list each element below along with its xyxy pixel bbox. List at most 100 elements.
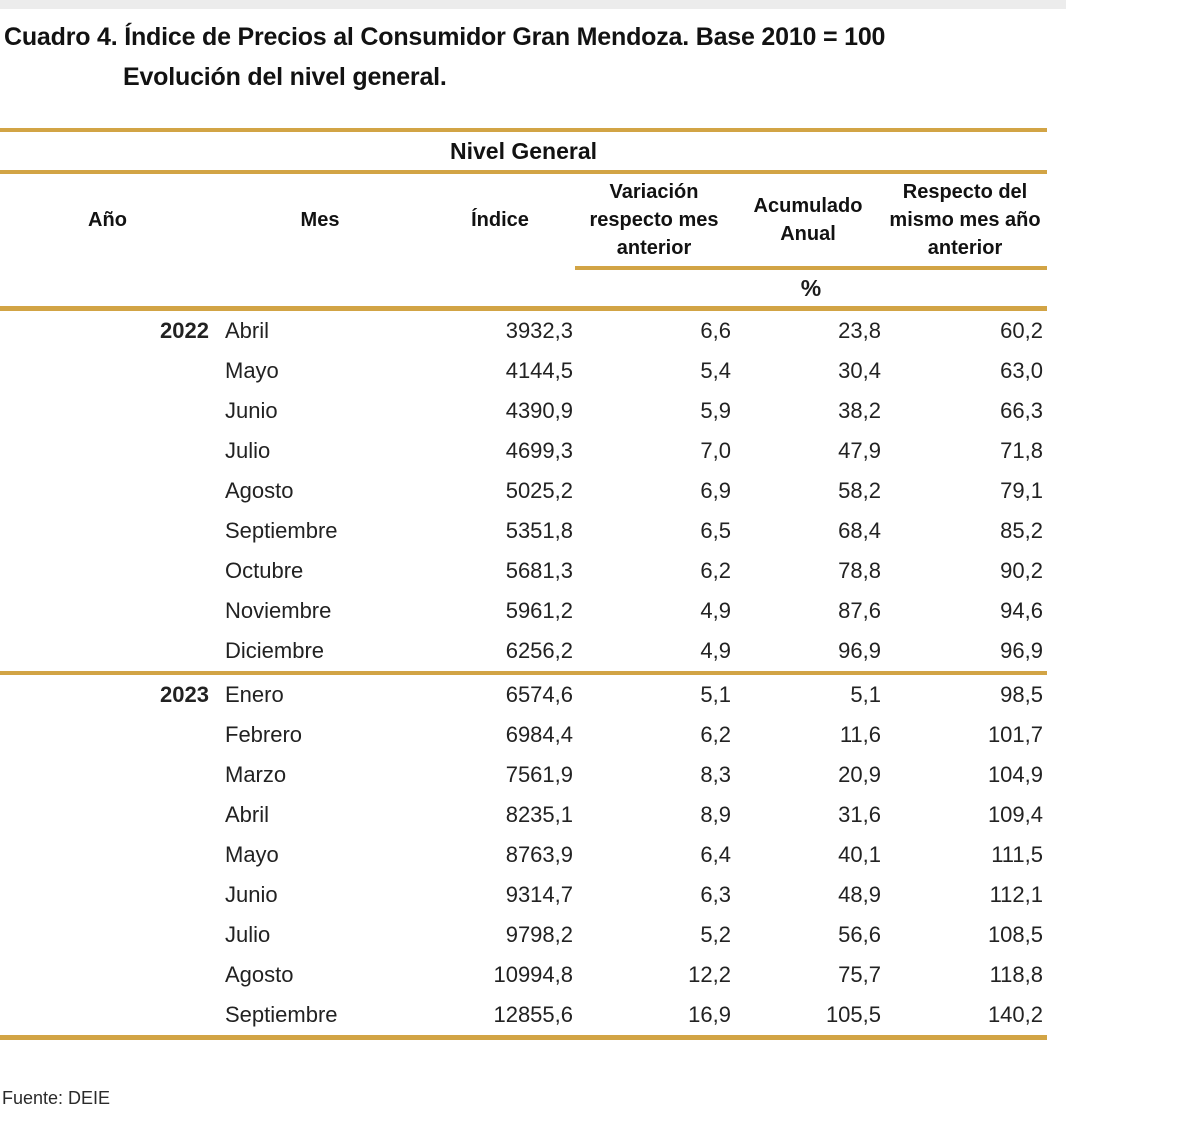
col-header-respecto: Respecto del mismo mes año anterior bbox=[889, 181, 1041, 259]
cell-variacion: 7,0 bbox=[700, 438, 731, 463]
table-band-title: Nivel General bbox=[449, 137, 598, 164]
cell-year bbox=[0, 431, 215, 471]
cell-month: Julio bbox=[225, 438, 271, 463]
cell-month: Mayo bbox=[225, 358, 279, 383]
screenshot-edge-strip bbox=[0, 0, 1066, 9]
col-header-acumulado: Acumulado Anual bbox=[753, 195, 863, 245]
title-line2: Evolución del nivel general. bbox=[123, 63, 447, 91]
cell-acumulado: 11,6 bbox=[839, 722, 881, 747]
year-group: 2022 Abril 3932,3 6,6 23,8 60,2 Mayo 4144,5 5,4 3… bbox=[0, 311, 1047, 671]
cell-respecto: 98,5 bbox=[1000, 682, 1043, 707]
cell-variacion: 6,2 bbox=[700, 558, 731, 583]
table-row: Octubre 5681,3 6,2 78,8 90,2 bbox=[0, 551, 1047, 591]
cell-indice: 6574,6 bbox=[505, 682, 573, 707]
table-row: Junio 9314,7 6,3 48,9 112,1 bbox=[0, 875, 1047, 915]
table-body: 2022 Abril 3932,3 6,6 23,8 60,2 Mayo 4144,5 5,4 3… bbox=[0, 311, 1047, 1035]
cell-month: Junio bbox=[225, 882, 278, 907]
cell-variacion: 8,9 bbox=[700, 802, 731, 827]
col-header-mes: Mes bbox=[300, 209, 340, 231]
cell-year bbox=[0, 391, 215, 431]
cell-indice: 5961,2 bbox=[505, 598, 573, 623]
cell-indice: 4390,9 bbox=[505, 398, 573, 423]
cell-month: Septiembre bbox=[225, 518, 338, 543]
table-row: Julio 9798,2 5,2 56,6 108,5 bbox=[0, 915, 1047, 955]
cell-month: Julio bbox=[225, 922, 271, 947]
col-header-indice: Índice bbox=[471, 209, 529, 231]
band-bottom-rule bbox=[0, 170, 1047, 174]
cell-acumulado: 30,4 bbox=[838, 358, 881, 383]
cell-year bbox=[0, 715, 215, 755]
cell-year bbox=[0, 471, 215, 511]
cpi-table: Nivel General Año Mes Índice Variación r… bbox=[0, 128, 1047, 1040]
cell-variacion: 6,4 bbox=[700, 842, 731, 867]
cell-acumulado: 48,9 bbox=[838, 882, 881, 907]
cell-respecto: 112,1 bbox=[989, 882, 1043, 907]
table-row: Abril 8235,1 8,9 31,6 109,4 bbox=[0, 795, 1047, 835]
cell-variacion: 6,5 bbox=[700, 518, 731, 543]
cell-month: Junio bbox=[225, 398, 278, 423]
cell-indice: 6256,2 bbox=[505, 638, 573, 663]
cell-respecto: 118,8 bbox=[989, 962, 1043, 987]
cell-indice: 8763,9 bbox=[505, 842, 573, 867]
cell-month: Abril bbox=[225, 802, 270, 827]
cell-variacion: 16,9 bbox=[688, 1002, 731, 1027]
cell-variacion: 5,1 bbox=[700, 682, 731, 707]
cell-year bbox=[0, 955, 215, 995]
cell-year: 2022 bbox=[160, 318, 209, 343]
cell-respecto: 109,4 bbox=[987, 802, 1043, 827]
cell-acumulado: 78,8 bbox=[838, 558, 881, 583]
table-row: Septiembre 5351,8 6,5 68,4 85,2 bbox=[0, 511, 1047, 551]
cell-year bbox=[0, 995, 215, 1035]
table-row: Agosto 10994,8 12,2 75,7 118,8 bbox=[0, 955, 1047, 995]
table-row: Noviembre 5961,2 4,9 87,6 94,6 bbox=[0, 591, 1047, 631]
cell-acumulado: 31,6 bbox=[838, 802, 881, 827]
cell-respecto: 96,9 bbox=[1000, 638, 1043, 663]
cell-respecto: 108,5 bbox=[987, 922, 1043, 947]
cell-variacion: 5,9 bbox=[700, 398, 731, 423]
cell-acumulado: 58,2 bbox=[838, 478, 881, 503]
cell-year bbox=[0, 755, 215, 795]
cell-month: Septiembre bbox=[225, 1002, 338, 1027]
cell-month: Mayo bbox=[225, 842, 279, 867]
cell-acumulado: 38,2 bbox=[838, 398, 881, 423]
cell-month: Octubre bbox=[225, 558, 304, 583]
cell-variacion: 6,6 bbox=[700, 318, 731, 343]
cell-respecto: 85,2 bbox=[1000, 518, 1043, 543]
cell-indice: 12855,6 bbox=[493, 1002, 573, 1027]
cell-variacion: 5,2 bbox=[700, 922, 731, 947]
document-page: Cuadro 4. Índice de Precios al Consumido… bbox=[0, 0, 1066, 1108]
cell-month: Agosto bbox=[225, 962, 294, 987]
cell-variacion: 12,2 bbox=[688, 962, 731, 987]
cell-variacion: 6,3 bbox=[700, 882, 731, 907]
table-row: 2023 Enero 6574,6 5,1 5,1 98,5 bbox=[0, 675, 1047, 715]
cell-month: Diciembre bbox=[225, 638, 325, 663]
cell-acumulado: 96,9 bbox=[838, 638, 881, 663]
cell-variacion: 6,9 bbox=[700, 478, 731, 503]
cell-month: Febrero bbox=[225, 722, 303, 747]
cell-indice: 8235,1 bbox=[505, 802, 573, 827]
table-row: Febrero 6984,4 6,2 11,6 101,7 bbox=[0, 715, 1047, 755]
cell-indice: 3932,3 bbox=[505, 318, 573, 343]
cell-year: 2023 bbox=[160, 682, 209, 707]
cell-month: Abril bbox=[225, 318, 270, 343]
cell-respecto: 79,1 bbox=[1000, 478, 1043, 503]
cell-acumulado: 23,8 bbox=[838, 318, 881, 343]
table-row: Mayo 4144,5 5,4 30,4 63,0 bbox=[0, 351, 1047, 391]
cell-indice: 5681,3 bbox=[505, 558, 573, 583]
cell-month: Marzo bbox=[225, 762, 287, 787]
cell-respecto: 140,2 bbox=[987, 1002, 1043, 1027]
table-header-row: Año Mes Índice Variación respecto mes an… bbox=[0, 174, 1047, 266]
cell-variacion: 4,9 bbox=[700, 598, 731, 623]
source-note: Fuente: DEIE bbox=[2, 1088, 111, 1108]
col-header-ano: Año bbox=[88, 209, 127, 231]
cell-variacion: 6,2 bbox=[700, 722, 731, 747]
table-row: Julio 4699,3 7,0 47,9 71,8 bbox=[0, 431, 1047, 471]
cell-acumulado: 56,6 bbox=[838, 922, 881, 947]
cell-indice: 4699,3 bbox=[505, 438, 573, 463]
cell-acumulado: 87,6 bbox=[838, 598, 881, 623]
cell-respecto: 66,3 bbox=[1000, 398, 1043, 423]
cell-indice: 5025,2 bbox=[505, 478, 573, 503]
cell-year bbox=[0, 631, 215, 671]
cell-respecto: 60,2 bbox=[1000, 318, 1043, 343]
cell-acumulado: 5,1 bbox=[850, 682, 881, 707]
